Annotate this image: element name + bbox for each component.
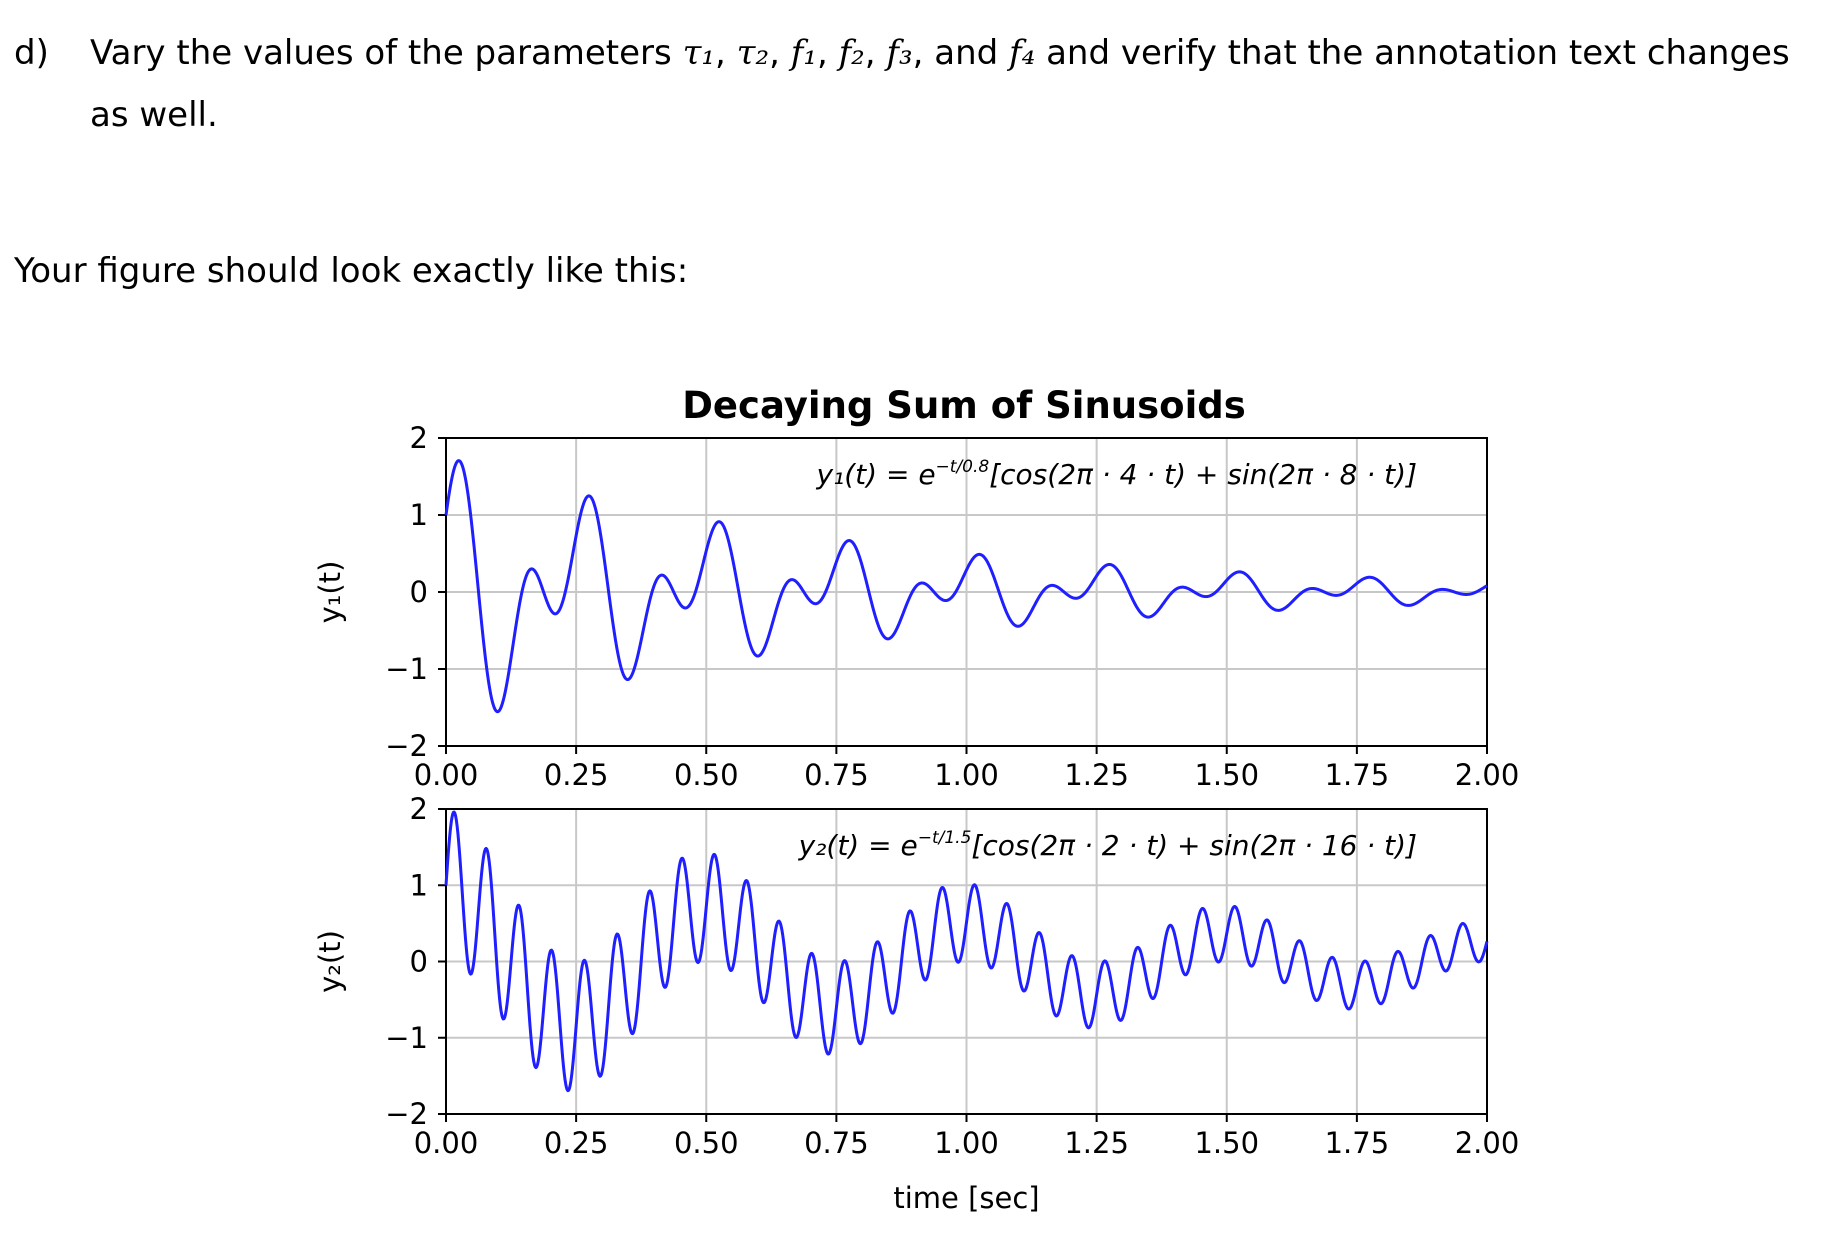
y2-xtick-label-6: 1.50 <box>1194 1126 1259 1160</box>
y2-ytick-label-3: −1 <box>385 1021 428 1055</box>
y2-annotation: y₂(t) = e−t/1.5[cos(2π · 2 · t) + sin(2π… <box>798 828 1417 862</box>
y2-axis-label: y₂(t) <box>313 930 347 993</box>
y1-annotation-rhs: [cos(2π · 4 · t) + sin(2π · 8 · t)] <box>989 458 1417 491</box>
y1-ytick-label-1: 1 <box>410 498 428 532</box>
y2-ytick-label-0: 2 <box>410 792 428 826</box>
y1-xtick-label-7: 1.75 <box>1325 758 1390 792</box>
y1-annotation: y₁(t) = e−t/0.8[cos(2π · 4 · t) + sin(2π… <box>815 457 1417 491</box>
y2-xtick-label-7: 1.75 <box>1325 1126 1390 1160</box>
subplot-y2: 0.00 0.25 0.50 0.75 1.00 1.25 1.50 1.75 2.00 2 1 0 −… <box>313 792 1519 1215</box>
y1-ytick-label-0: 2 <box>410 421 428 455</box>
y1-series-line <box>444 459 1488 714</box>
y1-xtick-label-2: 0.50 <box>674 758 739 792</box>
param-f4: f₄ <box>1009 33 1036 73</box>
y1-xtick-label-5: 1.25 <box>1064 758 1129 792</box>
y1-xtick-label-4: 1.00 <box>934 758 999 792</box>
y2-annotation-rhs: [cos(2π · 2 · t) + sin(2π · 16 · t)] <box>971 829 1417 862</box>
y2-xtick-label-1: 0.25 <box>544 1126 609 1160</box>
task-text-after: and verify that the annotation text chan… <box>90 33 1790 135</box>
y2-series-line <box>444 810 1489 1093</box>
y2-annotation-exponent: −t/1.5 <box>918 828 972 848</box>
figure-title: Decaying Sum of Sinusoids <box>682 384 1246 427</box>
y2-xtick-label-2: 0.50 <box>674 1126 739 1160</box>
y1-annotation-exponent: −t/0.8 <box>936 457 990 477</box>
y2-ticks: 0.00 0.25 0.50 0.75 1.00 1.25 1.50 1.75 2.00 2 1 0 −… <box>385 792 1519 1160</box>
y1-ytick-label-4: −2 <box>385 729 428 763</box>
y2-ytick-label-4: −2 <box>385 1097 428 1131</box>
instruction-text: Your figure should look exactly like thi… <box>14 251 689 291</box>
y2-xtick-label-3: 0.75 <box>804 1126 869 1160</box>
param-f3: f₃ <box>886 33 913 73</box>
x-axis-label: time [sec] <box>893 1181 1039 1215</box>
y1-annotation-lhs: y₁(t) = e <box>815 458 935 491</box>
y1-xtick-label-0: 0.00 <box>414 758 479 792</box>
param-tau2: τ₂ <box>736 33 770 73</box>
y1-xtick-label-1: 0.25 <box>544 758 609 792</box>
y2-ytick-label-1: 1 <box>410 868 428 902</box>
y1-xtick-label-8: 2.00 <box>1455 758 1520 792</box>
y1-ticks: 0.00 0.25 0.50 0.75 1.00 1.25 1.50 1.75 2.00 2 1 0 −… <box>385 421 1519 792</box>
y2-xtick-label-0: 0.00 <box>414 1126 479 1160</box>
y1-xtick-label-6: 1.50 <box>1194 758 1259 792</box>
task-body: Vary the values of the parameters τ₁, τ₂… <box>90 33 1790 135</box>
task-label: d) <box>14 33 49 73</box>
task-and-word: and <box>934 33 999 73</box>
param-f1: f₁ <box>790 33 817 73</box>
y1-ytick-label-3: −1 <box>385 652 428 686</box>
param-f2: f₂ <box>838 33 865 73</box>
param-tau1: τ₁ <box>682 33 716 73</box>
subplot-y1: 0.00 0.25 0.50 0.75 1.00 1.25 1.50 1.75 2.00 2 1 0 −… <box>313 421 1519 792</box>
y2-ytick-label-2: 0 <box>410 945 428 979</box>
y2-xtick-label-8: 2.00 <box>1455 1126 1520 1160</box>
y1-ytick-label-2: 0 <box>410 575 428 609</box>
y1-axis-label: y₁(t) <box>313 561 347 624</box>
y2-annotation-lhs: y₂(t) = e <box>798 829 918 862</box>
task-text-before: Vary the values of the parameters <box>90 33 672 73</box>
y1-xtick-label-3: 0.75 <box>804 758 869 792</box>
y2-xtick-label-4: 1.00 <box>934 1126 999 1160</box>
y2-xtick-label-5: 1.25 <box>1064 1126 1129 1160</box>
